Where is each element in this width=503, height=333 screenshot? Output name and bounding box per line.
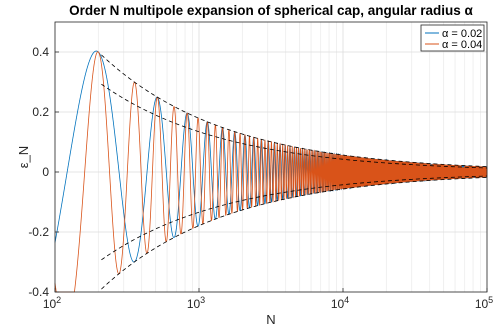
legend-entry-1: α = 0.04 [442, 39, 482, 51]
ticks: 102 103 104 105 -0.4 -0.2 0 0.2 0.4 [28, 45, 493, 311]
y-axis-label: ε_N [16, 146, 31, 168]
chart-title: Order N multipole expansion of spherical… [69, 3, 473, 18]
axes-box [54, 21, 488, 293]
y-tick-label: -0.2 [28, 225, 49, 239]
legend: α = 0.02α = 0.04 [420, 24, 485, 52]
legend-entry-0: α = 0.02 [442, 28, 482, 40]
x-tick-label: 102 [43, 295, 61, 311]
envelope-curve [101, 54, 488, 168]
envelope-curve [101, 175, 488, 261]
x-tick-label: 105 [475, 295, 493, 311]
x-tick-label: 103 [187, 295, 205, 311]
x-tick-label: 104 [331, 295, 349, 311]
envelope-curve [101, 176, 488, 290]
y-tick-label: 0.4 [32, 45, 49, 59]
envelope-curve [101, 83, 488, 169]
y-tick-label: 0.2 [32, 105, 49, 119]
x-axis-label: N [266, 312, 275, 327]
legend-box [420, 24, 485, 52]
plot-area [54, 50, 488, 293]
y-tick-label: 0 [42, 165, 49, 179]
y-tick-label: -0.4 [28, 285, 49, 299]
